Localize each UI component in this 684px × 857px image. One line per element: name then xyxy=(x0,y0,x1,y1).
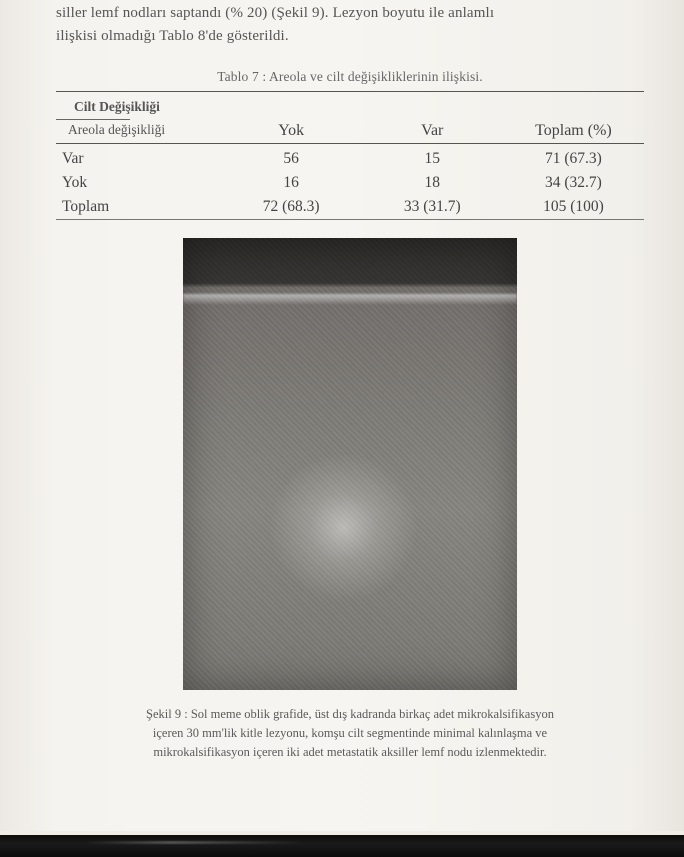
figure-caption-line: Şekil 9 : Sol meme oblik grafide, üst dı… xyxy=(146,707,554,721)
cell: 105 (100) xyxy=(503,195,644,220)
page: siller lemf nodları saptandı (% 20) (Şek… xyxy=(0,0,684,857)
cell: 18 xyxy=(362,171,503,195)
row-axis-label: Areola değişikliği xyxy=(62,122,165,137)
cell: 56 xyxy=(221,147,362,171)
cell: 16 xyxy=(221,171,362,195)
scan-edge xyxy=(0,835,684,857)
table-caption: Tablo 7 : Areola ve cilt değişikliklerin… xyxy=(56,69,644,85)
row-label: Toplam xyxy=(56,195,221,220)
figure-9: Şekil 9 : Sol meme oblik grafide, üst dı… xyxy=(56,238,644,763)
row-label: Yok xyxy=(56,171,221,195)
row-label: Var xyxy=(56,147,221,171)
table-row: Yok 16 18 34 (32.7) xyxy=(56,171,644,195)
figure-caption-line: içeren 30 mm'lik kitle lezyonu, komşu ci… xyxy=(153,726,547,740)
intro-line-2: ilişkisi olmadığı Tablo 8'de gösterildi. xyxy=(56,28,289,44)
mammogram-image xyxy=(183,238,517,690)
cell: 34 (32.7) xyxy=(503,171,644,195)
data-table: Cilt Değişikliği Areola değişikliği Yok … xyxy=(56,91,644,224)
figure-caption-line: mikrokalsifikasyon içeren iki adet metas… xyxy=(153,745,546,759)
cell: 33 (31.7) xyxy=(362,195,503,220)
table-7: Tablo 7 : Areola ve cilt değişikliklerin… xyxy=(56,69,644,224)
col-header-var: Var xyxy=(362,119,503,144)
intro-paragraph: siller lemf nodları saptandı (% 20) (Şek… xyxy=(56,0,644,47)
col-header-toplam: Toplam (%) xyxy=(503,119,644,144)
cell: 71 (67.3) xyxy=(503,147,644,171)
table-row: Toplam 72 (68.3) 33 (31.7) 105 (100) xyxy=(56,195,644,220)
intro-line-1: siller lemf nodları saptandı (% 20) (Şek… xyxy=(56,5,494,21)
figure-caption: Şekil 9 : Sol meme oblik grafide, üst dı… xyxy=(56,705,644,763)
cell: 72 (68.3) xyxy=(221,195,362,220)
table-row: Var 56 15 71 (67.3) xyxy=(56,147,644,171)
group-header: Cilt Değişikliği xyxy=(62,99,160,114)
cell: 15 xyxy=(362,147,503,171)
col-header-yok: Yok xyxy=(221,119,362,144)
